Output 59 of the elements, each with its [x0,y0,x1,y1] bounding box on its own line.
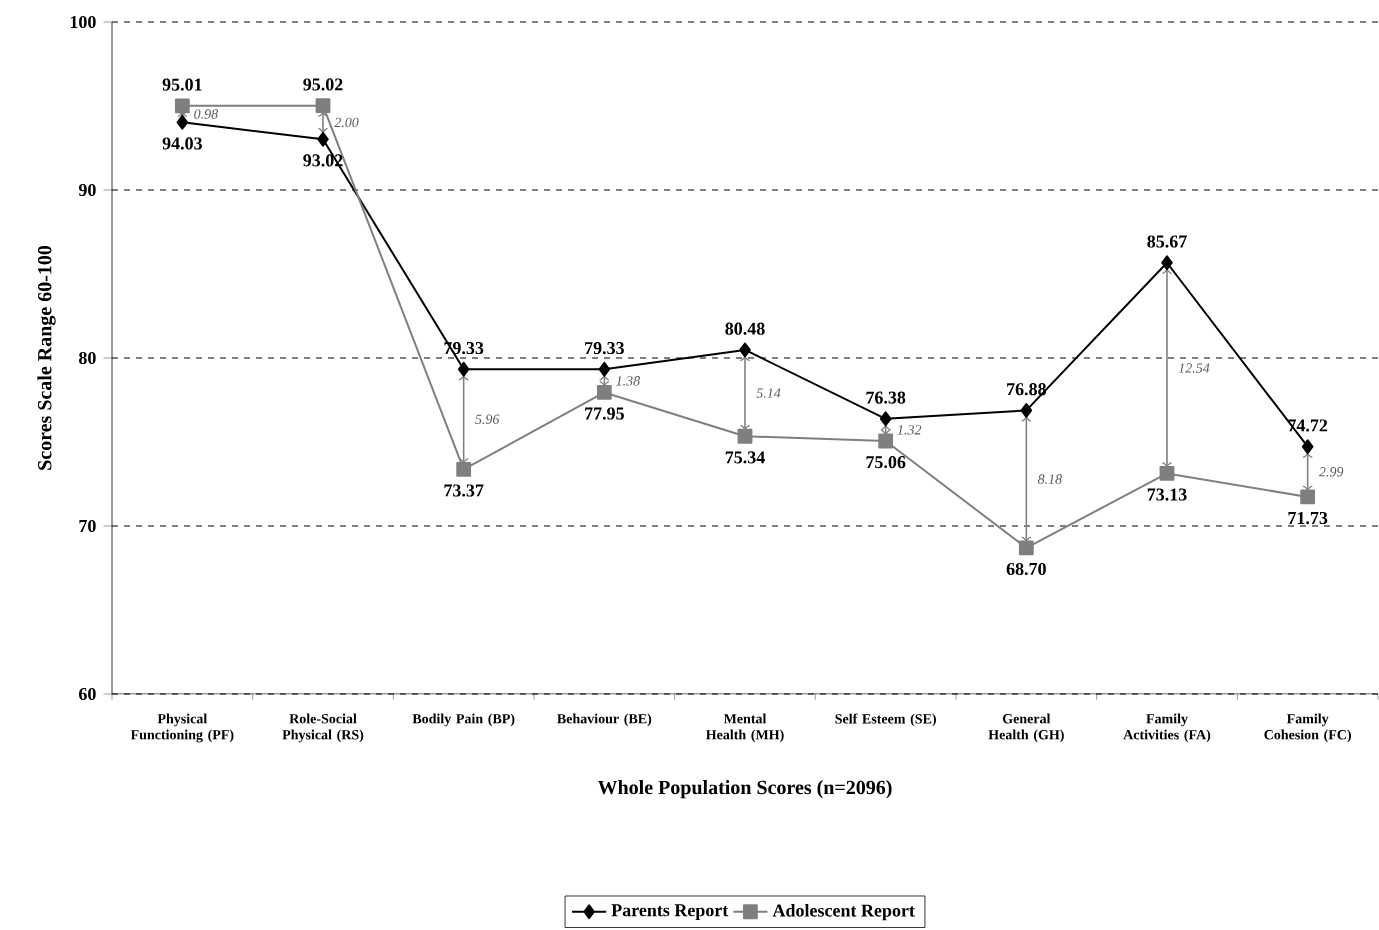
point [457,361,470,377]
point [737,428,753,444]
x-tick-label: Mental Health (MH) [705,713,784,743]
data-label: 73.13 [1147,488,1187,501]
data-label: 85.67 [1147,235,1187,248]
y-tick-label: 80 [79,351,96,365]
y-tick-label: 100 [70,15,96,29]
data-label: 71.73 [1288,511,1328,525]
point [878,433,894,449]
x-tick-label: Physical Functioning (PF) [130,713,234,743]
x-tick-label: Self Esteem (SE) [835,713,936,727]
data-label: 76.88 [1007,383,1046,396]
annotation: 1.38 [616,376,640,386]
data-label: 95.01 [162,78,202,91]
y-tick-label: 70 [79,519,96,533]
annotation: 0.98 [194,109,218,119]
point [174,98,190,114]
y-tick-label: 90 [78,183,96,197]
point [315,98,331,114]
annotation: 5.96 [475,414,500,425]
annotation: 12.54 [1178,363,1210,373]
point [456,461,472,477]
x-axis-title: Whole Population Scores (n=2096) [597,780,892,799]
annotation: 8.18 [1037,474,1062,484]
point [1020,403,1033,418]
data-label: 95.02 [303,78,343,91]
data-label: 75.34 [725,451,765,464]
x-tick-label: General Health (GH) [988,713,1064,743]
data-label: 76.38 [866,391,906,404]
point [1018,540,1034,556]
data-label: 75.06 [866,456,906,469]
data-label: 68.70 [1006,562,1046,576]
data-label: 77.95 [585,407,624,420]
annotation: 2.99 [1318,467,1344,477]
data-label: 80.48 [725,322,765,335]
data-label: 94.03 [162,137,202,150]
annotation: 5.14 [756,388,781,398]
x-tick-label: Role-Social Physical (RS) [282,713,364,743]
point [317,131,329,147]
data-label: 73.37 [444,484,484,497]
point [598,361,611,377]
data-label: 79.33 [585,342,624,355]
point [1300,489,1316,505]
point [1301,439,1314,455]
legend-label: Adolescent Report [772,904,915,921]
annotation: 1.32 [897,425,922,435]
y-tick-label: 60 [79,687,96,701]
x-tick-label: Behaviour (BE) [557,713,652,727]
point [739,342,751,358]
point [1161,255,1173,271]
x-tick-label: Bodily Pain (BP) [412,713,515,727]
y-axis-title: Scores Scale Range 60-100 [37,245,56,470]
x-tick-label: Family Cohesion (FC) [1264,713,1351,743]
point [176,114,189,130]
point [1159,466,1175,481]
legend-label: Parents Report [611,904,729,920]
point [596,385,612,400]
x-tick-label: Family Activities (FA) [1123,713,1211,743]
annotation: 2.00 [334,117,359,128]
